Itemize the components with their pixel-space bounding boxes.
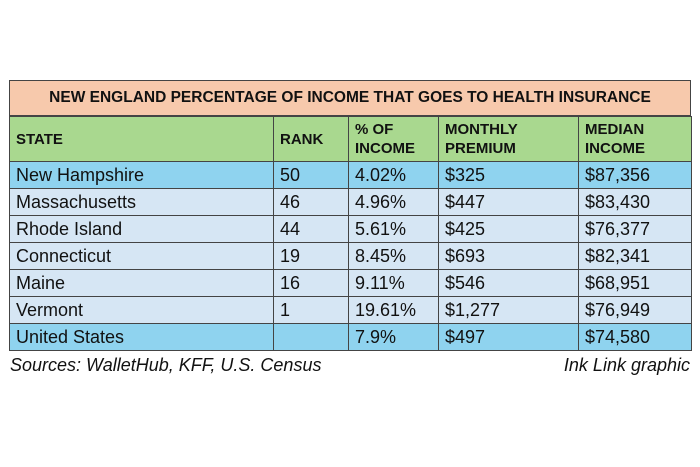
col-header-monthly-premium: MONTHLY PREMIUM	[438, 116, 579, 162]
cell-income: $82,341	[578, 242, 692, 270]
cell-rank: 1	[273, 296, 349, 324]
table-row: Connecticut 19 8.45% $693 $82,341	[9, 242, 692, 270]
cell-pct: 8.45%	[348, 242, 439, 270]
cell-state: Rhode Island	[9, 215, 274, 243]
table-row: Vermont 1 19.61% $1,277 $76,949	[9, 296, 692, 324]
cell-rank: 44	[273, 215, 349, 243]
table-row: New Hampshire 50 4.02% $325 $87,356	[9, 161, 692, 189]
cell-state: Maine	[9, 269, 274, 297]
cell-income: $83,430	[578, 188, 692, 216]
cell-income: $74,580	[578, 323, 692, 351]
cell-rank: 46	[273, 188, 349, 216]
table-title: NEW ENGLAND PERCENTAGE OF INCOME THAT GO…	[9, 80, 691, 116]
cell-pct: 19.61%	[348, 296, 439, 324]
table-row: Rhode Island 44 5.61% $425 $76,377	[9, 215, 692, 243]
header-row: STATE RANK % OF INCOME MONTHLY PREMIUM M…	[9, 116, 692, 162]
cell-premium: $497	[438, 323, 579, 351]
cell-pct: 4.02%	[348, 161, 439, 189]
cell-premium: $447	[438, 188, 579, 216]
cell-state: Massachusetts	[9, 188, 274, 216]
cell-pct: 4.96%	[348, 188, 439, 216]
cell-premium: $693	[438, 242, 579, 270]
cell-premium: $425	[438, 215, 579, 243]
cell-premium: $1,277	[438, 296, 579, 324]
cell-rank: 19	[273, 242, 349, 270]
cell-premium: $325	[438, 161, 579, 189]
cell-income: $68,951	[578, 269, 692, 297]
cell-state: Vermont	[9, 296, 274, 324]
col-header-rank: RANK	[273, 116, 349, 162]
cell-state: United States	[9, 323, 274, 351]
cell-income: $76,949	[578, 296, 692, 324]
col-header-pct-income: % OF INCOME	[348, 116, 439, 162]
cell-state: Connecticut	[9, 242, 274, 270]
table-row-total: United States 7.9% $497 $74,580	[9, 323, 692, 351]
cell-pct: 5.61%	[348, 215, 439, 243]
col-header-median-income: MEDIAN INCOME	[578, 116, 692, 162]
cell-premium: $546	[438, 269, 579, 297]
cell-income: $76,377	[578, 215, 692, 243]
graphic-credit: Ink Link graphic	[563, 355, 690, 375]
table-row: Maine 16 9.11% $546 $68,951	[9, 269, 692, 297]
cell-income: $87,356	[578, 161, 692, 189]
cell-state: New Hampshire	[9, 161, 274, 189]
cell-pct: 7.9%	[348, 323, 439, 351]
health-insurance-table: STATE RANK % OF INCOME MONTHLY PREMIUM M…	[9, 116, 692, 351]
col-header-state: STATE	[9, 116, 274, 162]
cell-pct: 9.11%	[348, 269, 439, 297]
table-row: Massachusetts 46 4.96% $447 $83,430	[9, 188, 692, 216]
sources-caption: Sources: WalletHub, KFF, U.S. Census	[10, 355, 322, 375]
cell-rank: 50	[273, 161, 349, 189]
cell-rank: 16	[273, 269, 349, 297]
cell-rank	[273, 323, 349, 351]
